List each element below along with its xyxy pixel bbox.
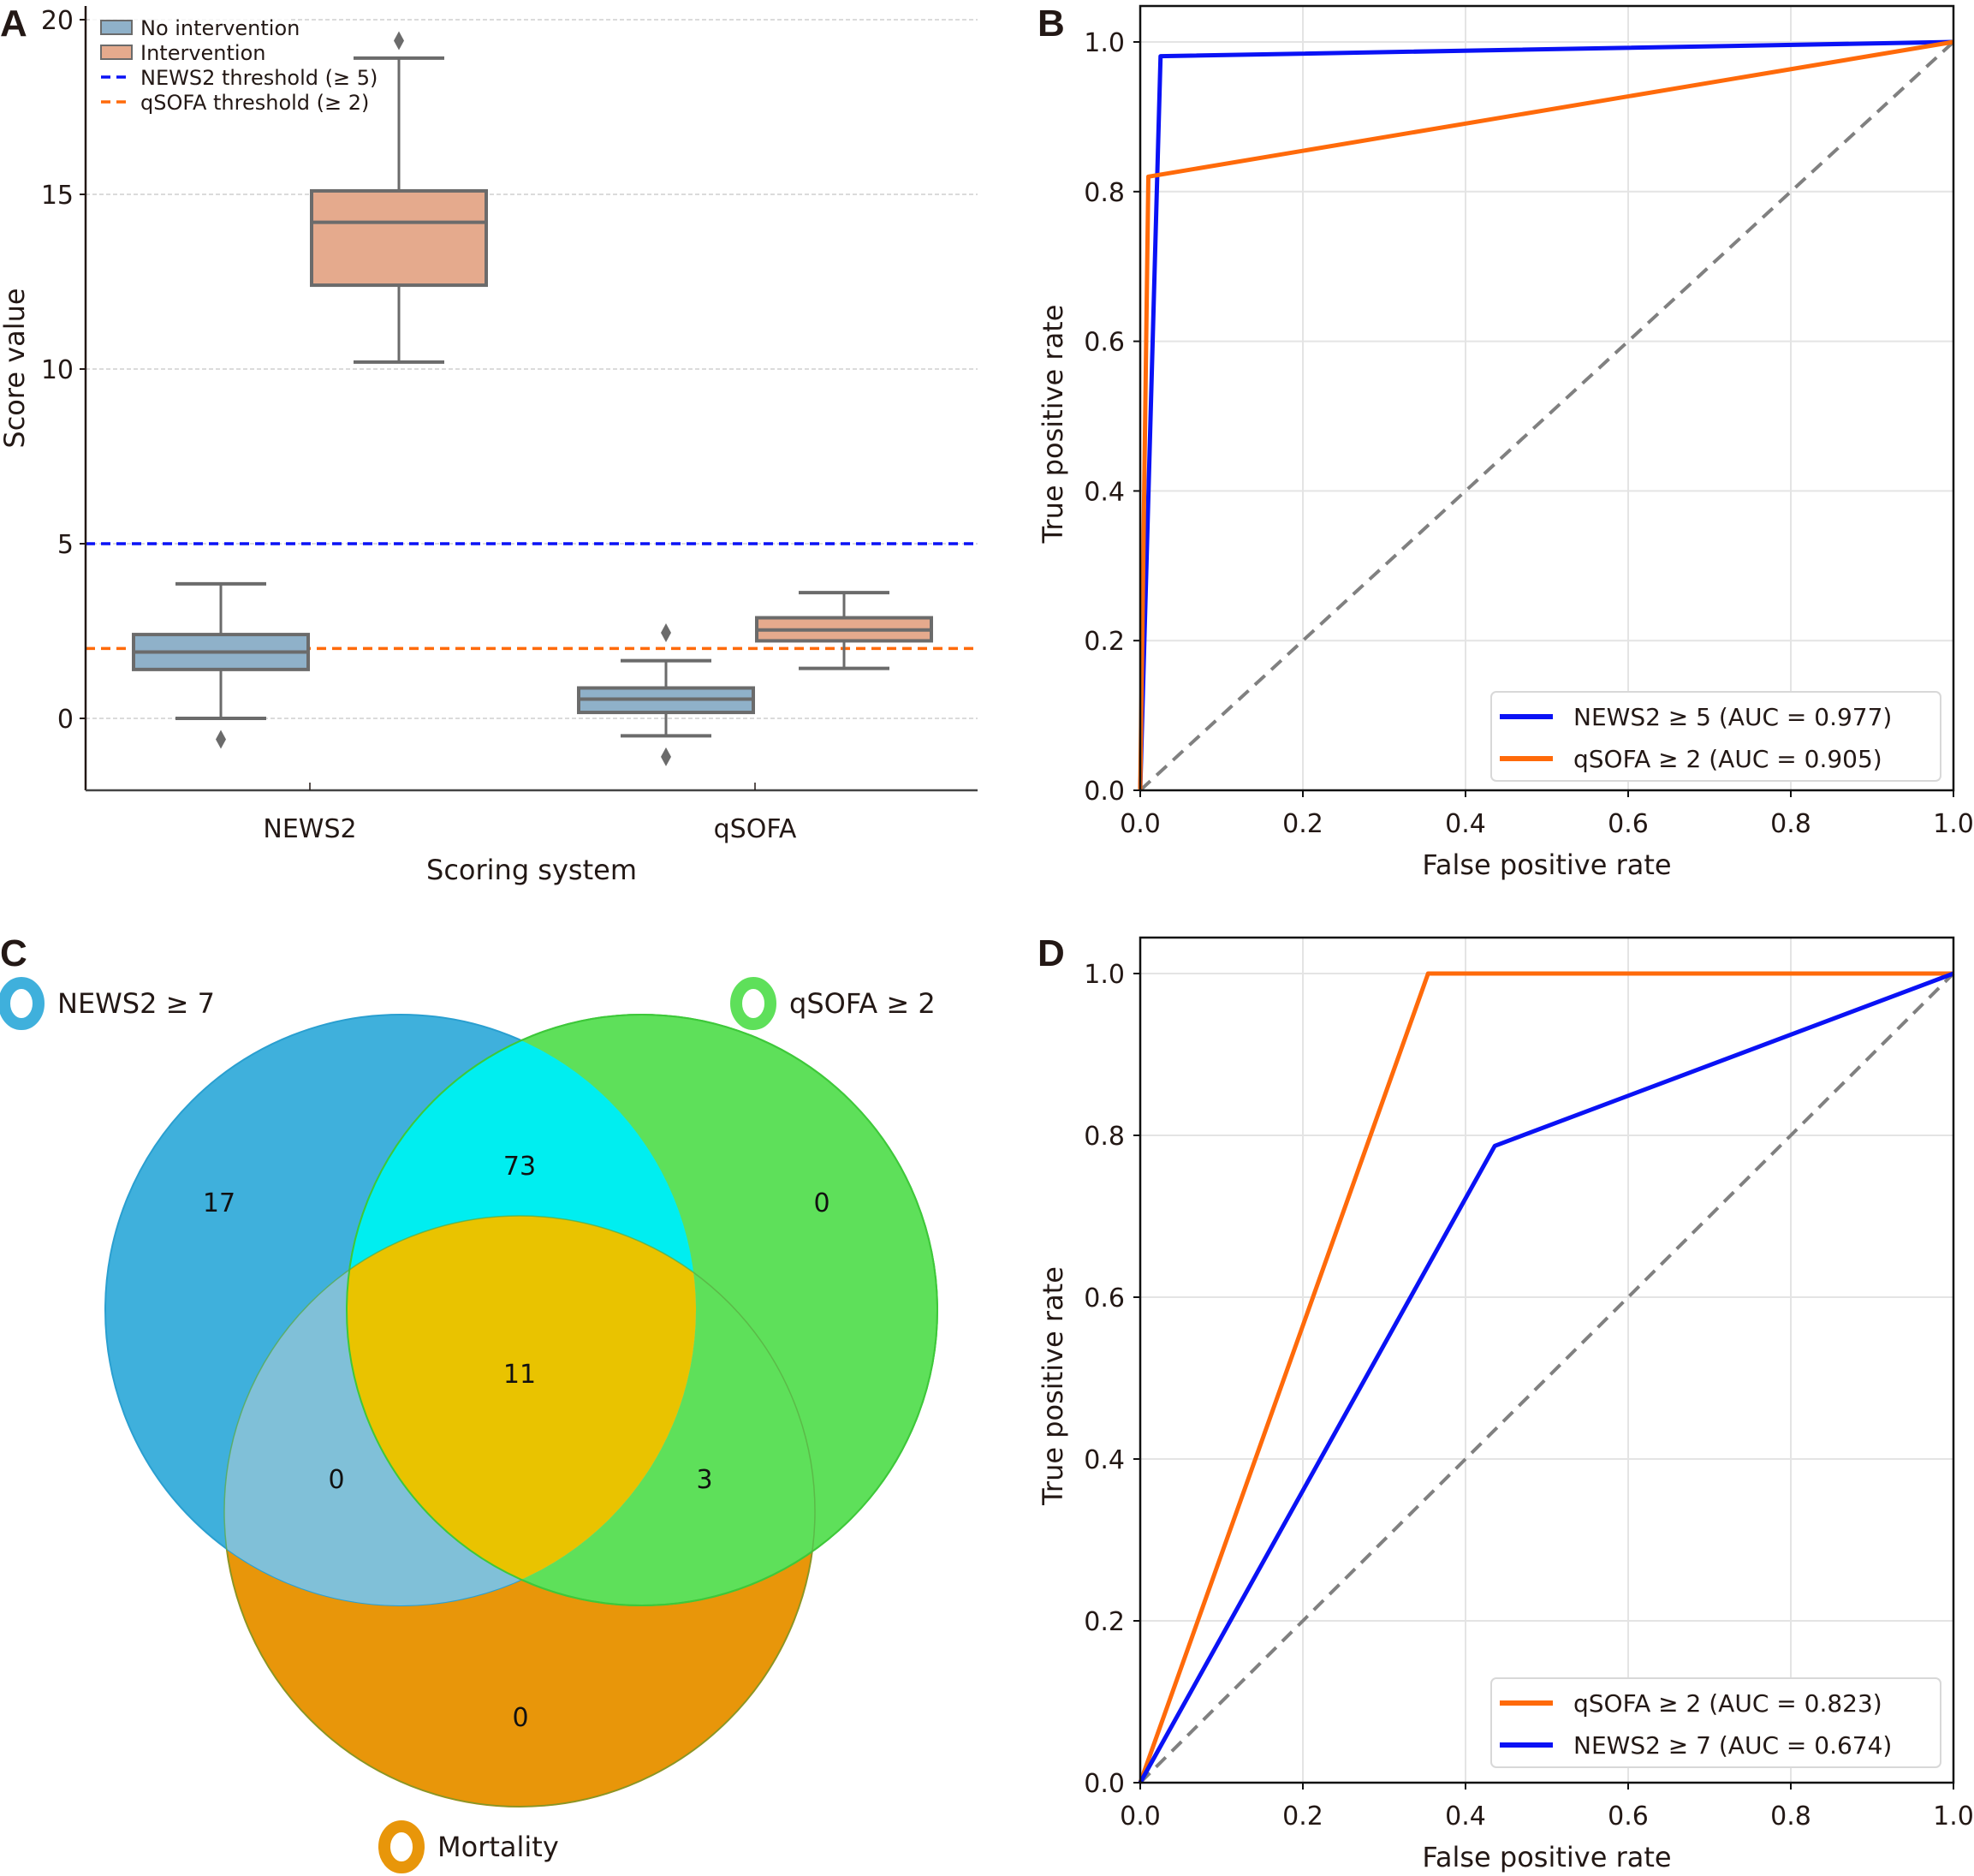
- y-axis-title: True positive rate: [1037, 305, 1069, 545]
- legend-label: Intervention: [140, 41, 265, 65]
- y-tick-label: 0.4: [1084, 1445, 1125, 1475]
- x-tick-label: 0.8: [1770, 809, 1811, 839]
- x-tick-label: 0.4: [1445, 1802, 1486, 1831]
- venn-legend-ring-icon: [378, 1820, 425, 1873]
- chance-diagonal: [1139, 40, 1955, 792]
- venn-region-all-inner: [347, 1216, 696, 1605]
- legend-frame: [1490, 1677, 1941, 1768]
- legend-label: NEWS2 threshold (≥ 5): [140, 66, 378, 90]
- panel-a-axes: 0 5 10 15 20 NEWS2 qSOFA Scoring system Score va…: [0, 6, 978, 886]
- venn-outline-qsofa: [346, 1014, 938, 1606]
- roc-curve-1: [1138, 39, 1954, 791]
- plot-frame: [1139, 4, 1955, 792]
- venn-legend-ring-icon: [0, 977, 45, 1030]
- y-tick-label: 0.2: [1084, 627, 1125, 657]
- y-tick-label: 0.2: [1084, 1607, 1125, 1637]
- y-tick-label: 1.0: [1084, 28, 1125, 58]
- legend-label: qSOFA threshold (≥ 2): [140, 91, 369, 115]
- venn-count-qsofa-only: 0: [813, 1188, 829, 1218]
- panel-d-letter: D: [1038, 932, 1065, 974]
- box-intervention-news2: [310, 31, 488, 364]
- legend-frame: [1490, 691, 1941, 782]
- panel-b-roc: B 0.00.0 0.2 0.2 0.4 0.4 0.6 0.6 0.8 0.8 1.0 1.0 Fa…: [1037, 3, 1974, 881]
- y-tick-label: 0.4: [1084, 477, 1125, 507]
- x-tick-label: 1.0: [1933, 809, 1974, 839]
- plot-frame: [1139, 936, 1955, 1784]
- venn-set-label-1: NEWS2 ≥ 7: [57, 987, 215, 1020]
- x-tick-label: 0.6: [1608, 1802, 1649, 1831]
- panel-c-letter: C: [0, 932, 27, 974]
- panel-a-boxes: [132, 31, 933, 766]
- x-tick-label: 0.0: [1120, 1802, 1161, 1831]
- y-tick-label: 0.0: [1084, 1769, 1125, 1799]
- x-tick-label: 0.6: [1608, 809, 1649, 839]
- y-tick-label: 0.0: [1084, 777, 1125, 807]
- y-tick-label: 0: [57, 705, 74, 735]
- y-tick-label: 0.6: [1084, 1283, 1125, 1313]
- panel-a-boxplot: A 0 5 10 15 20 NEWS2 qSOFA Scoring system Score …: [0, 3, 978, 886]
- venn-region-all: [347, 1216, 696, 1605]
- x-tick-label: 1.0: [1933, 1802, 1974, 1831]
- x-tick-label: 0.2: [1282, 1802, 1323, 1831]
- x-tick-label: 0.2: [1282, 809, 1323, 839]
- box-iqr: [310, 188, 488, 288]
- x-tick-label: NEWS2: [263, 814, 356, 844]
- legend-swatch: [100, 45, 133, 60]
- venn-outline-mortality: [223, 1215, 816, 1808]
- roc-curve-1: [1138, 971, 1953, 1784]
- box-no-intervention-qsofa: [577, 623, 755, 766]
- outlier-point: [661, 623, 671, 643]
- x-tick-label: 0.8: [1770, 1802, 1811, 1831]
- venn-set-label-3: Mortality: [437, 1831, 559, 1863]
- y-tick-label: 0.8: [1084, 1122, 1125, 1152]
- venn-count-news2-mortality: 0: [328, 1465, 344, 1495]
- venn-count-news2-qsofa: 73: [503, 1152, 536, 1182]
- x-tick-label: qSOFA: [714, 814, 797, 844]
- venn-count-mortality-only: 0: [512, 1703, 528, 1733]
- x-axis-title: False positive rate: [1422, 1841, 1671, 1873]
- y-tick-label: 0.6: [1084, 328, 1125, 358]
- venn-count-news2-only: 17: [203, 1188, 235, 1218]
- y-tick-label: 10: [41, 355, 74, 385]
- panel-a-letter: A: [0, 3, 27, 45]
- y-axis-title: Score value: [0, 288, 31, 448]
- y-axis-title: True positive rate: [1037, 1266, 1069, 1506]
- panel-b-letter: B: [1038, 3, 1065, 45]
- y-tick-label: 20: [41, 6, 74, 36]
- y-tick-label: 0.8: [1084, 178, 1125, 208]
- legend-label: No intervention: [140, 16, 300, 40]
- venn-count-qsofa-mortality: 3: [696, 1465, 712, 1495]
- panel-d-roc: D 0.0 0.0 0.2 0.2 0.4 0.4 0.6 0.6 0.8 0.8 1.0 1.0 Fa…: [1037, 932, 1974, 1873]
- legend-label: NEWS2 ≥ 7 (AUC = 0.674): [1573, 1731, 1892, 1760]
- panel-c-venn: C 17 73 0 11 0 3 0 NEWS2 ≥ 7 qSOFA ≥ 2 Mortality: [0, 932, 938, 1873]
- venn-legend-ring-icon: [730, 977, 776, 1030]
- panel-a-thresholds: [86, 542, 978, 651]
- legend-swatch: [100, 20, 133, 35]
- outlier-point: [216, 730, 226, 749]
- box-no-intervention-news2: [132, 581, 310, 749]
- y-tick-label: 5: [57, 530, 74, 560]
- roc-curve-2: [1138, 971, 1954, 1784]
- roc-curve-2: [1138, 39, 1954, 791]
- outlier-point: [661, 747, 671, 766]
- x-axis-title: False positive rate: [1422, 849, 1671, 881]
- legend-label: NEWS2 ≥ 5 (AUC = 0.977): [1573, 703, 1892, 731]
- legend-label: qSOFA ≥ 2 (AUC = 0.823): [1573, 1689, 1882, 1718]
- y-tick-label: 1.0: [1084, 960, 1125, 990]
- venn-set-label-2: qSOFA ≥ 2: [789, 987, 936, 1020]
- x-tick-label: 0.4: [1445, 809, 1486, 839]
- x-axis-title: Scoring system: [426, 854, 637, 886]
- venn-region-fill: [347, 1216, 696, 1605]
- box-intervention-qsofa: [755, 591, 933, 670]
- legend-label: qSOFA ≥ 2 (AUC = 0.905): [1573, 745, 1882, 773]
- venn-count-all-three: 11: [503, 1360, 536, 1390]
- chance-diagonal: [1139, 972, 1955, 1784]
- outlier-point: [394, 31, 404, 51]
- x-tick-label: 0.0: [1120, 809, 1161, 839]
- y-tick-label: 15: [41, 181, 74, 211]
